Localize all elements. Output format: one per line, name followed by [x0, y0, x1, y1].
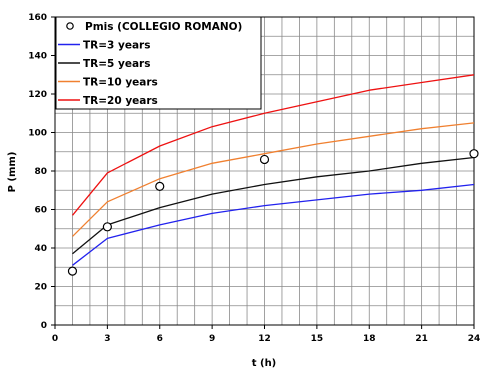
- measured-point: [102, 222, 112, 232]
- legend-label-1: TR=5 years: [83, 58, 151, 70]
- x-tick-label: 6: [157, 334, 163, 344]
- y-tick-label: 80: [34, 167, 47, 177]
- series-line-2: [72, 122, 475, 237]
- x-axis: 0 3 6 9 12 15 18 21 24: [52, 325, 480, 344]
- y-tick-label: 40: [34, 244, 47, 254]
- x-tick-label: 21: [415, 334, 428, 344]
- legend-label-measured: Pmis (COLLEGIO ROMANO): [85, 21, 242, 33]
- y-tick-label: 100: [28, 129, 47, 139]
- x-tick-label: 15: [311, 334, 324, 344]
- x-tick-label: 12: [258, 334, 271, 344]
- series-line-0: [72, 183, 475, 266]
- legend: Pmis (COLLEGIO ROMANO) TR=3 years TR=5 yea…: [55, 16, 262, 110]
- measured-point: [67, 266, 78, 276]
- legend-label-2: TR=10 years: [83, 77, 158, 89]
- measured-point: [155, 181, 165, 191]
- y-tick-label: 120: [28, 90, 47, 100]
- legend-label-0: TR=3 years: [83, 40, 151, 52]
- legend-box: [55, 16, 262, 110]
- measured-point: [259, 154, 270, 165]
- x-tick-label: 9: [209, 334, 215, 344]
- y-tick-label: 20: [34, 283, 47, 293]
- x-tick-label: 0: [52, 334, 58, 344]
- series-line-1: [72, 156, 475, 255]
- y-axis-title: P (mm): [7, 152, 18, 193]
- y-axis: 0 20 40 60 80 100 120 140 160: [28, 13, 55, 331]
- legend-label-3: TR=20 years: [83, 95, 158, 107]
- legend-marker-measured: [66, 22, 74, 30]
- y-tick-label: 140: [28, 52, 47, 62]
- y-tick-label: 0: [41, 321, 47, 331]
- x-tick-label: 18: [363, 334, 376, 344]
- y-tick-label: 60: [34, 206, 47, 216]
- measured-point: [469, 149, 479, 159]
- series-line-3: [71, 74, 475, 216]
- series-lines: [71, 74, 475, 266]
- x-axis-title: t (h): [252, 358, 277, 369]
- x-tick-label: 3: [104, 334, 110, 344]
- measured-points: [67, 149, 479, 276]
- x-tick-label: 24: [468, 334, 480, 344]
- y-tick-label: 160: [28, 13, 47, 23]
